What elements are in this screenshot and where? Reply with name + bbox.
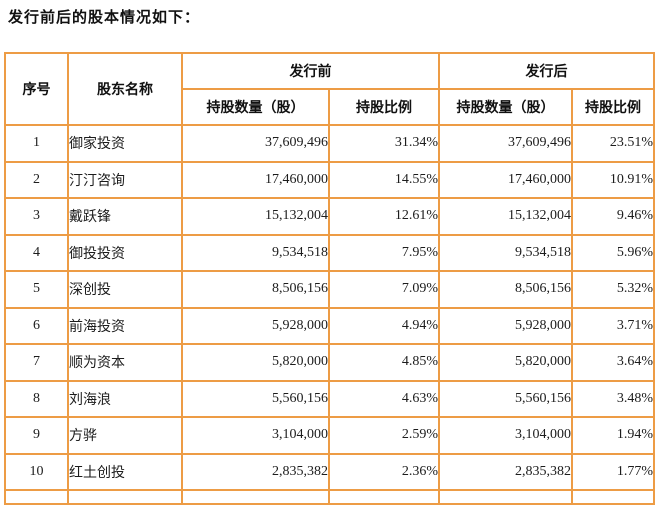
- table-row: 10 红土创投 2,835,382 2.36% 2,835,382 1.77%: [4, 452, 655, 491]
- table-row-clipped: [4, 489, 655, 505]
- cell-before-shares: 3,104,000: [181, 416, 330, 455]
- cell-shareholder-name: 顺为资本: [67, 343, 183, 382]
- table-row: 9 方骅 3,104,000 2.59% 3,104,000 1.94%: [4, 416, 655, 455]
- cell-index: 7: [4, 343, 69, 382]
- cell-index: 3: [4, 197, 69, 236]
- cell-before-ratio: 7.95%: [328, 233, 440, 272]
- cell-index: 4: [4, 233, 69, 272]
- cell-before-shares: 37,609,496: [181, 124, 330, 163]
- cell-before-shares: 2,835,382: [181, 452, 330, 491]
- cell-before-shares: 5,560,156: [181, 379, 330, 418]
- cell-after-ratio: 9.46%: [571, 197, 655, 236]
- cell-shareholder-name: 御家投资: [67, 124, 183, 163]
- table-row: 8 刘海浪 5,560,156 4.63% 5,560,156 3.48%: [4, 379, 655, 418]
- cell-after-ratio: 3.48%: [571, 379, 655, 418]
- cell-empty: [328, 489, 440, 505]
- cell-index: 9: [4, 416, 69, 455]
- header-group-before-issuance: 发行前: [181, 52, 440, 90]
- cell-after-ratio: 5.96%: [571, 233, 655, 272]
- cell-after-shares: 37,609,496: [438, 124, 573, 163]
- cell-shareholder-name: 前海投资: [67, 306, 183, 345]
- cell-after-shares: 5,560,156: [438, 379, 573, 418]
- cell-after-shares: 15,132,004: [438, 197, 573, 236]
- table-row: 3 戴跃锋 15,132,004 12.61% 15,132,004 9.46%: [4, 197, 655, 236]
- cell-after-ratio: 1.94%: [571, 416, 655, 455]
- cell-after-shares: 2,835,382: [438, 452, 573, 491]
- cell-before-shares: 8,506,156: [181, 270, 330, 309]
- cell-index: 5: [4, 270, 69, 309]
- cell-before-ratio: 4.94%: [328, 306, 440, 345]
- cell-before-shares: 17,460,000: [181, 160, 330, 199]
- cell-index: 8: [4, 379, 69, 418]
- cell-shareholder-name: 方骅: [67, 416, 183, 455]
- cell-after-ratio: 23.51%: [571, 124, 655, 163]
- cell-index: 1: [4, 124, 69, 163]
- cell-empty: [571, 489, 655, 505]
- cell-after-shares: 8,506,156: [438, 270, 573, 309]
- cell-shareholder-name: 深创投: [67, 270, 183, 309]
- cell-after-shares: 3,104,000: [438, 416, 573, 455]
- cell-empty: [438, 489, 573, 505]
- cell-shareholder-name: 刘海浪: [67, 379, 183, 418]
- cell-before-shares: 5,820,000: [181, 343, 330, 382]
- header-group-after-issuance: 发行后: [438, 52, 655, 90]
- cell-after-ratio: 5.32%: [571, 270, 655, 309]
- table-row: 2 汀汀咨询 17,460,000 14.55% 17,460,000 10.9…: [4, 160, 655, 199]
- table-row: 7 顺为资本 5,820,000 4.85% 5,820,000 3.64%: [4, 343, 655, 382]
- cell-before-ratio: 4.63%: [328, 379, 440, 418]
- cell-index: 2: [4, 160, 69, 199]
- header-row-groups: 序号 股东名称 发行前 发行后: [4, 52, 655, 126]
- cell-after-shares: 5,820,000: [438, 343, 573, 382]
- cell-before-ratio: 2.36%: [328, 452, 440, 491]
- table-row: 6 前海投资 5,928,000 4.94% 5,928,000 3.71%: [4, 306, 655, 345]
- header-shareholder-name: 股东名称: [67, 52, 183, 126]
- cell-shareholder-name: 戴跃锋: [67, 197, 183, 236]
- page-title: 发行前后的股本情况如下：: [8, 10, 201, 26]
- header-after-ratio: 持股比例: [571, 88, 655, 126]
- cell-before-ratio: 31.34%: [328, 124, 440, 163]
- cell-shareholder-name: 红土创投: [67, 452, 183, 491]
- cell-after-shares: 17,460,000: [438, 160, 573, 199]
- cell-before-shares: 15,132,004: [181, 197, 330, 236]
- cell-index: 10: [4, 452, 69, 491]
- cell-empty: [4, 489, 69, 505]
- header-before-shares: 持股数量（股）: [181, 88, 330, 126]
- cell-shareholder-name: 御投投资: [67, 233, 183, 272]
- table-row: 4 御投投资 9,534,518 7.95% 9,534,518 5.96%: [4, 233, 655, 272]
- cell-before-ratio: 4.85%: [328, 343, 440, 382]
- cell-after-ratio: 3.64%: [571, 343, 655, 382]
- cell-empty: [67, 489, 183, 505]
- header-before-ratio: 持股比例: [328, 88, 440, 126]
- cell-empty: [181, 489, 330, 505]
- cell-before-shares: 9,534,518: [181, 233, 330, 272]
- cell-before-shares: 5,928,000: [181, 306, 330, 345]
- share-structure-table: 序号 股东名称 发行前 发行后 持股数量（股） 持股比例 持股数量（股） 持股比…: [4, 52, 655, 505]
- header-after-shares: 持股数量（股）: [438, 88, 573, 126]
- cell-before-ratio: 7.09%: [328, 270, 440, 309]
- table-row: 1 御家投资 37,609,496 31.34% 37,609,496 23.5…: [4, 124, 655, 163]
- header-row-columns: 持股数量（股） 持股比例 持股数量（股） 持股比例: [5, 88, 655, 126]
- cell-before-ratio: 14.55%: [328, 160, 440, 199]
- table-row: 5 深创投 8,506,156 7.09% 8,506,156 5.32%: [4, 270, 655, 309]
- cell-after-shares: 5,928,000: [438, 306, 573, 345]
- header-index: 序号: [4, 52, 69, 126]
- cell-before-ratio: 2.59%: [328, 416, 440, 455]
- cell-after-ratio: 1.77%: [571, 452, 655, 491]
- cell-after-ratio: 10.91%: [571, 160, 655, 199]
- cell-index: 6: [4, 306, 69, 345]
- cell-shareholder-name: 汀汀咨询: [67, 160, 183, 199]
- cell-before-ratio: 12.61%: [328, 197, 440, 236]
- cell-after-ratio: 3.71%: [571, 306, 655, 345]
- cell-after-shares: 9,534,518: [438, 233, 573, 272]
